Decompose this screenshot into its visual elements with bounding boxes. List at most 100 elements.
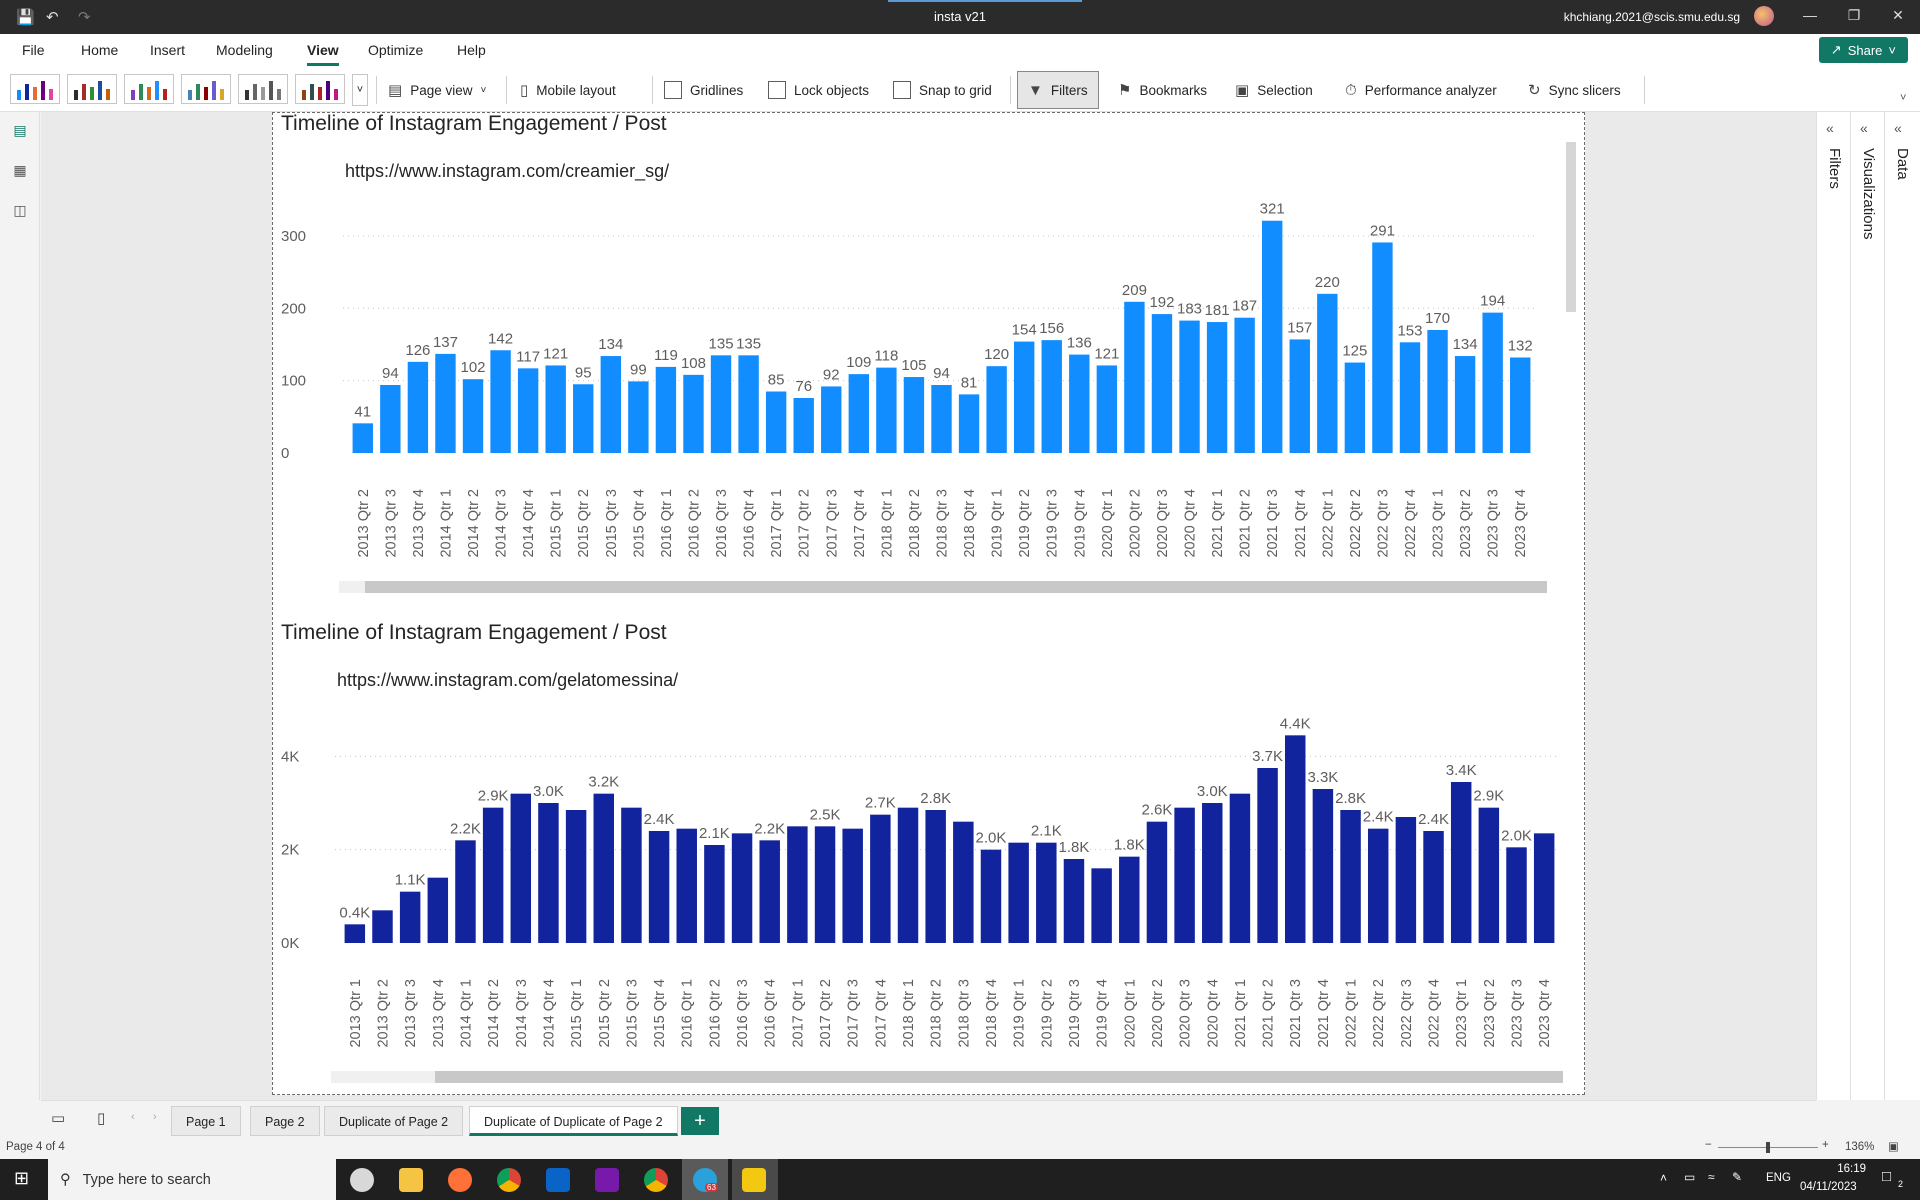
selection-button[interactable]: ▣ Selection bbox=[1235, 78, 1313, 102]
filters-pane[interactable]: « Filters bbox=[1817, 112, 1851, 1100]
pen-icon[interactable]: ✎ bbox=[1732, 1170, 1743, 1184]
chart-scroll-thumb[interactable] bbox=[365, 581, 1547, 593]
tab-modeling[interactable]: Modeling bbox=[216, 42, 273, 58]
page-tab[interactable]: Page 2 bbox=[250, 1106, 320, 1136]
data-label: 119 bbox=[654, 347, 678, 364]
bar bbox=[1041, 340, 1062, 453]
tab-file[interactable]: File bbox=[22, 42, 45, 58]
share-button[interactable]: ↗ Share ˅ bbox=[1818, 37, 1908, 63]
page-tab[interactable]: Duplicate of Page 2 bbox=[324, 1106, 464, 1136]
tab-home[interactable]: Home bbox=[81, 42, 119, 58]
previous-page-icon[interactable]: ‹ bbox=[131, 1111, 135, 1123]
filter-icon: ▼ bbox=[1028, 81, 1043, 99]
wifi-icon[interactable]: ≈ bbox=[1708, 1170, 1715, 1184]
avatar[interactable] bbox=[1754, 6, 1774, 26]
clock-app-icon[interactable] bbox=[350, 1168, 374, 1192]
data-pane-label: Data bbox=[1894, 148, 1911, 180]
onenote-icon[interactable] bbox=[595, 1168, 619, 1192]
add-page-button[interactable]: + bbox=[681, 1107, 719, 1135]
phone-layout-icon[interactable]: ▯ bbox=[97, 1110, 106, 1127]
clock-date[interactable]: 04/11/2023 bbox=[1800, 1181, 1857, 1193]
divider bbox=[376, 76, 377, 104]
chevron-left-icon[interactable]: « bbox=[1894, 120, 1902, 136]
theme-thumbnail[interactable] bbox=[67, 74, 117, 104]
zoom-in-icon[interactable]: + bbox=[1822, 1139, 1829, 1151]
save-icon[interactable]: 💾 bbox=[16, 9, 35, 26]
chevron-up-icon[interactable]: ˄ bbox=[1660, 1171, 1668, 1185]
theme-thumbnail[interactable] bbox=[124, 74, 174, 104]
restore-icon[interactable]: ❐ bbox=[1847, 7, 1861, 23]
taskbar-search[interactable]: ⚲ Type here to search bbox=[48, 1159, 336, 1200]
undo-icon[interactable]: ↶ bbox=[46, 9, 59, 26]
theme-thumbnail[interactable] bbox=[181, 74, 231, 104]
close-icon[interactable]: ✕ bbox=[1892, 7, 1904, 23]
tab-insert[interactable]: Insert bbox=[150, 42, 186, 58]
bar-chart[interactable]: 0 100 200 300 41 2013 Qtr 2 94 2013 Qtr 3 126 201… bbox=[273, 113, 1585, 583]
clock-time[interactable]: 16:19 bbox=[1837, 1163, 1866, 1175]
sync-slicers-button[interactable]: ↻ Sync slicers bbox=[1528, 78, 1621, 102]
data-label: 194 bbox=[1480, 293, 1505, 310]
notification-center-icon[interactable]: □ bbox=[1882, 1168, 1892, 1185]
chrome-icon[interactable] bbox=[497, 1168, 521, 1192]
bookmarks-button[interactable]: ⚑ Bookmarks bbox=[1118, 78, 1207, 102]
theme-thumbnail[interactable] bbox=[10, 74, 60, 104]
outlook-icon[interactable] bbox=[546, 1168, 570, 1192]
firefox-icon[interactable] bbox=[448, 1168, 472, 1192]
x-tick-label: 2014 Qtr 4 bbox=[541, 979, 557, 1048]
x-tick-label: 2013 Qtr 2 bbox=[375, 979, 391, 1048]
x-tick-label: 2019 Qtr 3 bbox=[1067, 979, 1083, 1048]
tab-optimize[interactable]: Optimize bbox=[368, 42, 424, 58]
ribbon-collapse-icon[interactable]: ˅ bbox=[1900, 92, 1907, 104]
user-email[interactable]: khchiang.2021@scis.smu.edu.sg bbox=[1563, 10, 1740, 24]
model-view-icon[interactable]: ◫ bbox=[13, 202, 27, 218]
theme-thumbnail[interactable] bbox=[238, 74, 288, 104]
tab-help[interactable]: Help bbox=[457, 42, 486, 58]
bar-chart[interactable]: 0K 2K 4K 0.4K 2013 Qtr 1 2013 Qtr 2 1.1K 2013 Q… bbox=[273, 113, 1585, 1095]
bar bbox=[1317, 293, 1338, 453]
fit-to-page-icon[interactable]: ▣ bbox=[1888, 1141, 1899, 1153]
bar bbox=[600, 356, 621, 453]
desktop-layout-icon[interactable]: ▭ bbox=[51, 1110, 66, 1127]
file-explorer-icon[interactable] bbox=[399, 1168, 423, 1192]
minimize-icon[interactable]: — bbox=[1803, 7, 1817, 23]
windows-start-icon[interactable]: ⊞ bbox=[14, 1168, 30, 1188]
table-view-icon[interactable]: ▦ bbox=[13, 162, 27, 178]
zoom-out-icon[interactable]: − bbox=[1705, 1139, 1712, 1151]
x-tick-label: 2015 Qtr 1 bbox=[549, 489, 565, 558]
page-tab[interactable]: Page 1 bbox=[171, 1106, 241, 1136]
report-view-icon[interactable]: ▤ bbox=[13, 122, 27, 138]
lock-objects-checkbox[interactable]: Lock objects bbox=[768, 78, 869, 102]
mobile-layout-button[interactable]: ▯ Mobile layout bbox=[520, 78, 616, 102]
performance-analyzer-button[interactable]: ⏱ Performance analyzer bbox=[1345, 78, 1497, 102]
next-page-icon[interactable]: › bbox=[153, 1111, 157, 1123]
theme-thumbnail[interactable] bbox=[295, 74, 345, 104]
chevron-left-icon[interactable]: « bbox=[1860, 120, 1868, 136]
battery-icon[interactable]: ▭ bbox=[1684, 1170, 1696, 1184]
chrome-profile-icon[interactable] bbox=[644, 1168, 668, 1192]
page-tab-active[interactable]: Duplicate of Duplicate of Page 2 bbox=[469, 1106, 678, 1136]
divider bbox=[1010, 76, 1011, 104]
page-vertical-scrollbar[interactable] bbox=[1566, 142, 1576, 312]
chart-scrollbar[interactable] bbox=[331, 1071, 1563, 1083]
data-label: 2.9K bbox=[478, 788, 509, 805]
chart-scrollbar[interactable] bbox=[339, 581, 1547, 593]
x-tick-label: 2023 Qtr 3 bbox=[1486, 489, 1502, 558]
divider bbox=[652, 76, 653, 104]
language-indicator[interactable]: ENG bbox=[1766, 1172, 1791, 1184]
redo-icon[interactable]: ↷ bbox=[78, 9, 91, 26]
powerbi-icon[interactable] bbox=[742, 1168, 766, 1192]
data-pane[interactable]: « Data bbox=[1885, 112, 1919, 1100]
visualizations-pane-label: Visualizations bbox=[1860, 148, 1877, 240]
data-label: 192 bbox=[1149, 294, 1174, 311]
snap-to-grid-checkbox[interactable]: Snap to grid bbox=[893, 78, 992, 102]
chevron-left-icon[interactable]: « bbox=[1826, 120, 1834, 136]
filters-button[interactable]: ▼ Filters bbox=[1017, 71, 1099, 109]
page-view-button[interactable]: ▤ Page view ˅ bbox=[388, 78, 486, 102]
visualizations-pane[interactable]: « Visualizations bbox=[1851, 112, 1885, 1100]
chart-scroll-thumb[interactable] bbox=[435, 1071, 1563, 1083]
zoom-slider-thumb[interactable] bbox=[1766, 1142, 1770, 1153]
tab-view[interactable]: View bbox=[307, 42, 339, 66]
theme-gallery-expand-icon[interactable]: ˅ bbox=[352, 74, 368, 106]
gridlines-checkbox[interactable]: Gridlines bbox=[664, 78, 743, 102]
bar bbox=[1423, 831, 1444, 943]
